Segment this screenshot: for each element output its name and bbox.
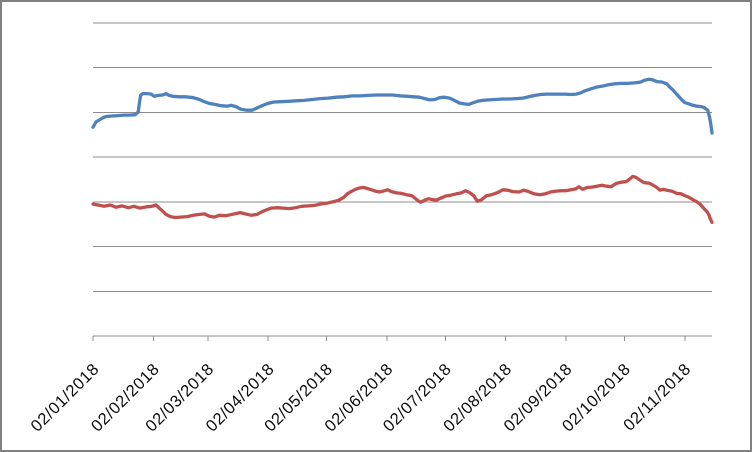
x-axis-ticks [92, 336, 686, 341]
gridlines [93, 22, 712, 292]
red-series-line [91, 174, 714, 225]
blue-series-line [91, 77, 714, 135]
